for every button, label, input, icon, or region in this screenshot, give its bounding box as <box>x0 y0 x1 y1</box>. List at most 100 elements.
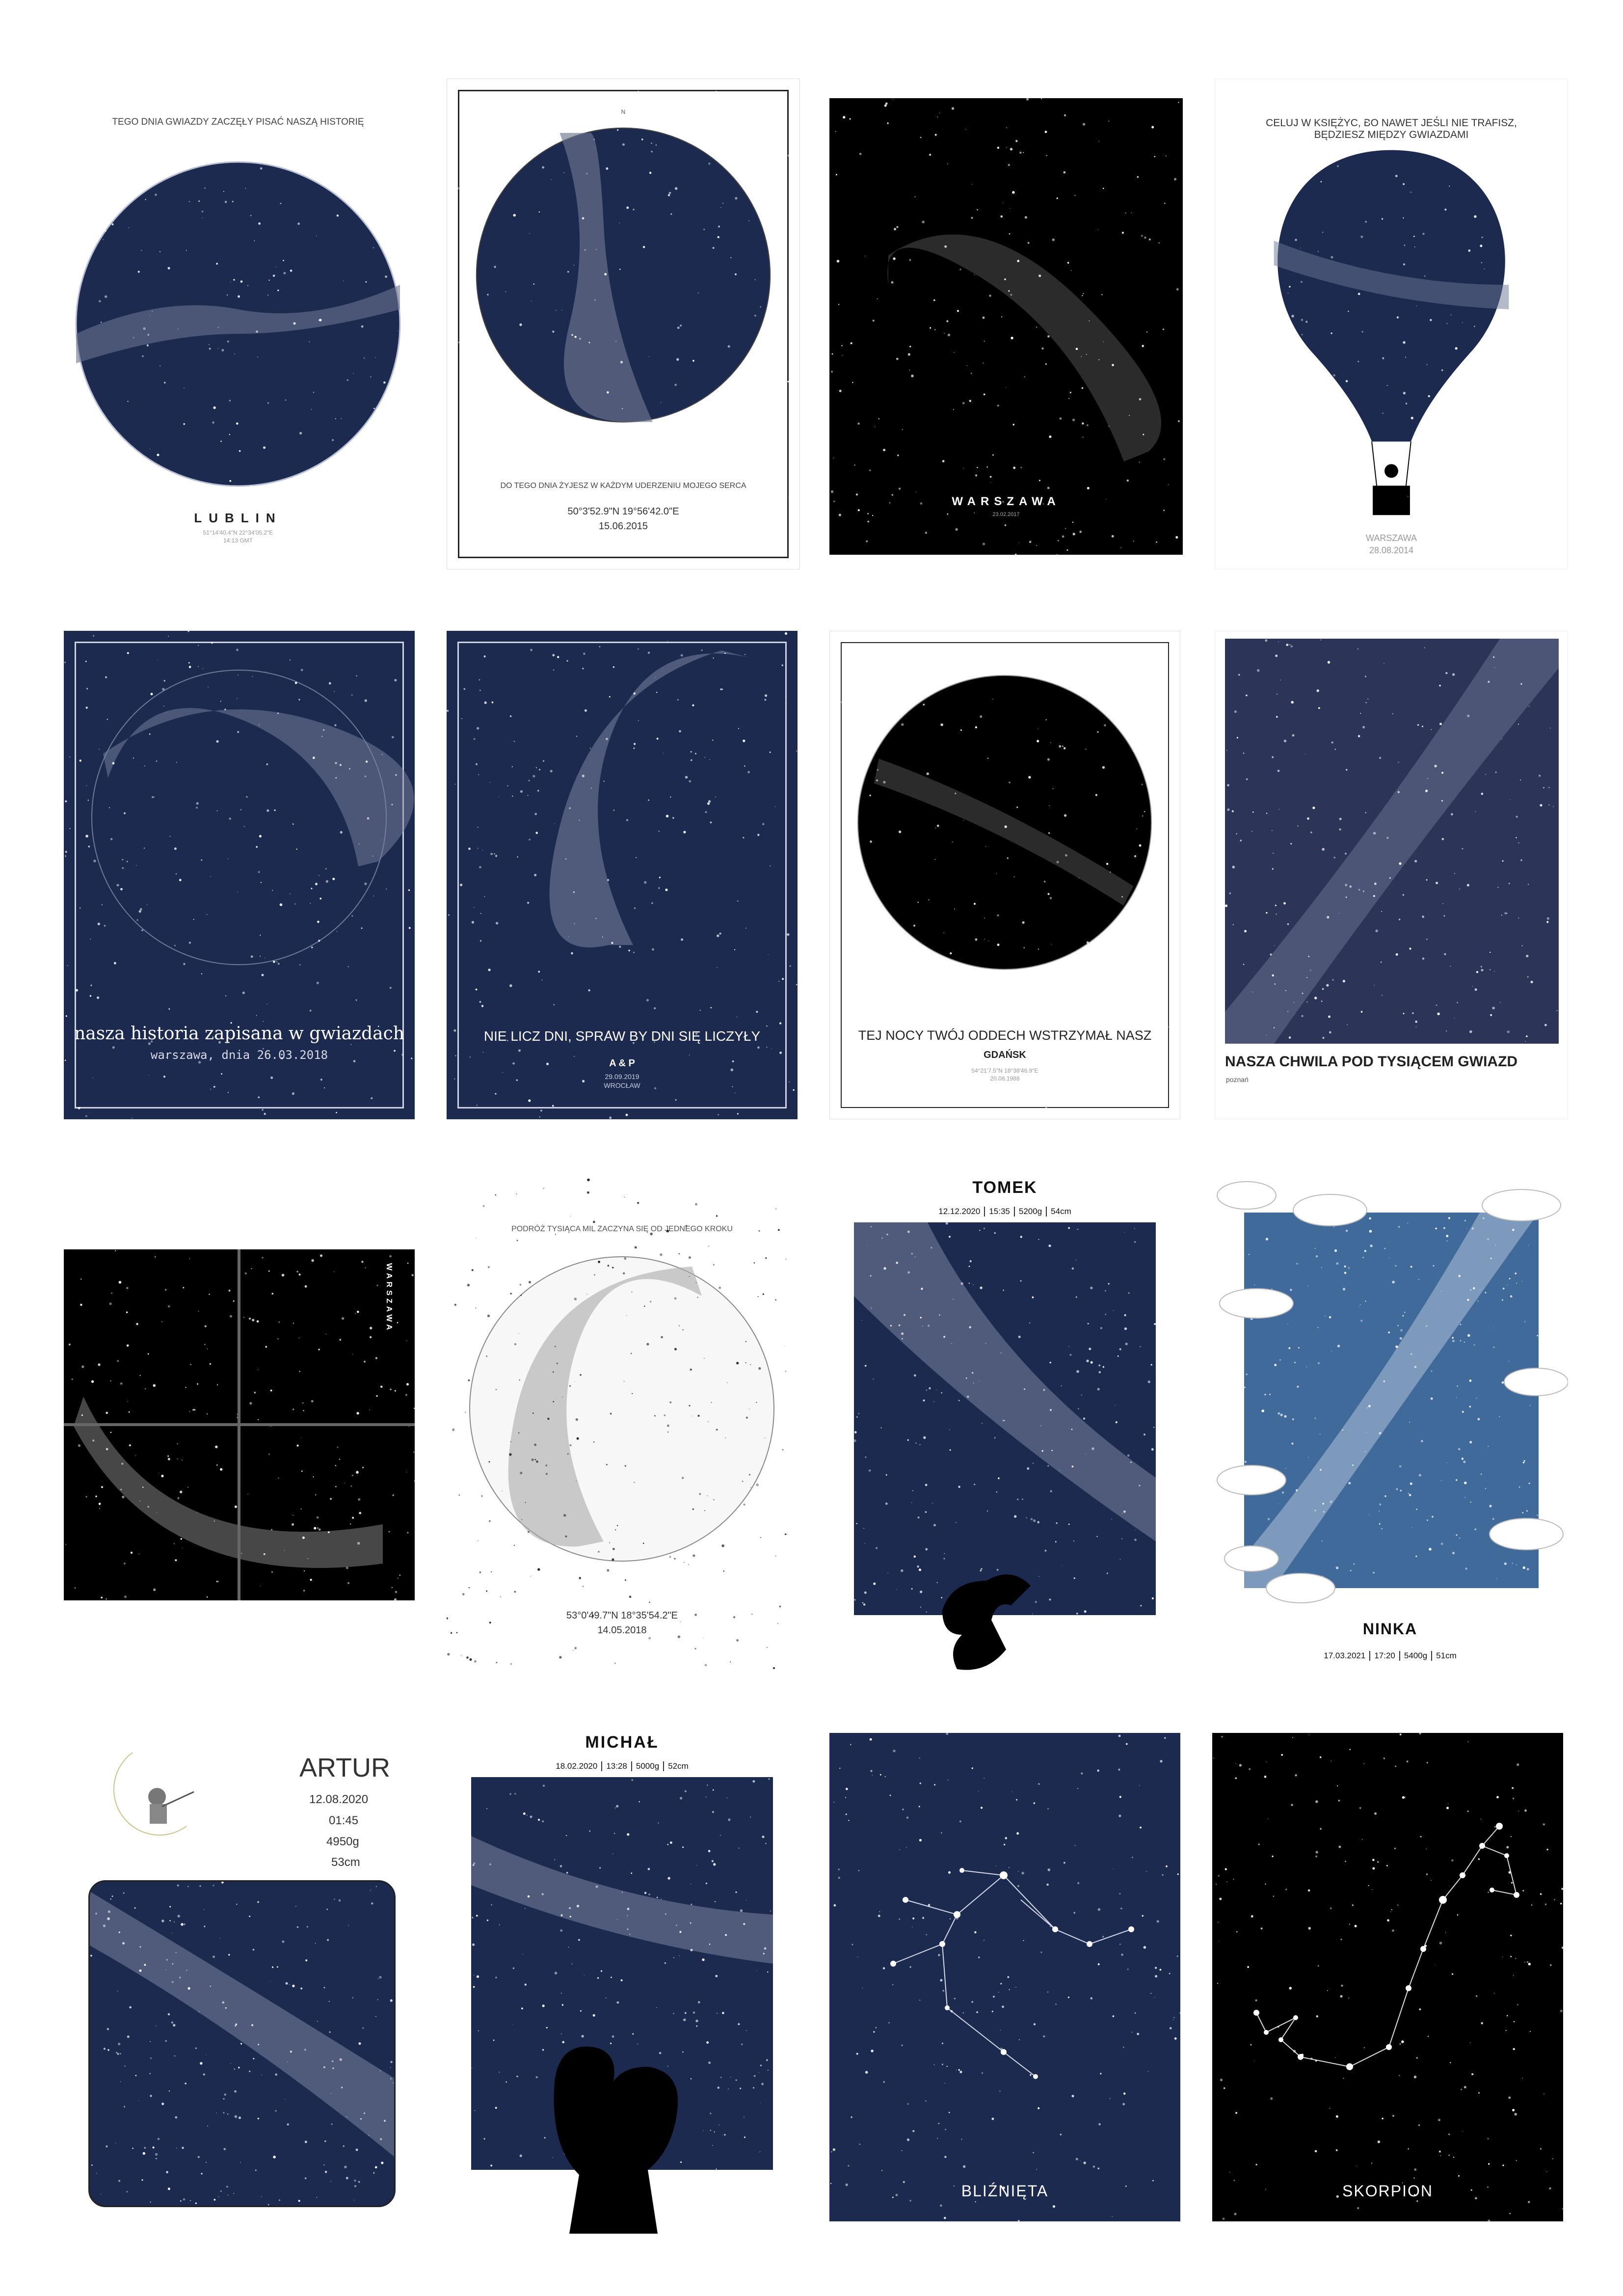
star-dot <box>1048 1070 1049 1071</box>
star-dot <box>298 699 300 701</box>
star-dot <box>639 1801 640 1803</box>
poster-poznan[interactable]: NASZA CHWILA POD TYSIĄCEM GWIAZD poznań <box>1215 631 1568 1119</box>
star-dot <box>540 1109 542 1112</box>
poster-balloon[interactable]: CELUJ W KSIĘŻYC, BO NAWET JEŚLI NIE TRAF… <box>1215 79 1568 569</box>
poster-krakow[interactable]: N DO TEGO DNIA ŻYJESZ W KAŻDYM UDERZENIU… <box>447 79 800 569</box>
birth-details: 12.12.2020 15:35 5200g 54cm <box>829 1207 1180 1216</box>
star-dot <box>982 1423 983 1424</box>
poster-michal[interactable]: MICHAŁ 18.02.2020 13:28 5000g 52cm <box>447 1733 798 2234</box>
star-dot <box>136 1323 138 1325</box>
star-dot <box>992 1996 995 1998</box>
star-dot <box>841 701 843 703</box>
star-dot <box>961 658 963 659</box>
star-dot <box>796 93 799 95</box>
star-dot <box>1522 1890 1524 1891</box>
star-dot <box>971 184 973 185</box>
star-dot <box>977 467 978 468</box>
star-dot <box>1381 1528 1383 1529</box>
star-dot <box>920 502 923 505</box>
star-dot <box>1121 896 1123 898</box>
star-dot <box>1342 1288 1346 1291</box>
star-dot <box>1384 522 1385 524</box>
star-dot <box>1061 1385 1062 1386</box>
star-dot <box>81 1365 84 1368</box>
star-dot <box>703 131 706 134</box>
star-dot <box>234 1505 237 1508</box>
star-dot <box>1508 883 1510 884</box>
star-dot <box>920 1606 921 1608</box>
star-dot <box>1525 243 1527 244</box>
star-dot <box>350 1044 352 1045</box>
star-dot <box>1349 885 1352 888</box>
star-dot <box>728 1818 731 1821</box>
poster-date: 28.08.2014 <box>1369 545 1414 555</box>
star-dot <box>139 1969 142 1972</box>
star-dot <box>1527 432 1530 435</box>
star-dot <box>889 1794 891 1796</box>
star-dot <box>1562 2208 1563 2210</box>
star-dot <box>479 1001 481 1003</box>
star-dot <box>881 1237 883 1239</box>
poster-artur[interactable]: ARTUR 12.08.2020 01:45 4950g 53cm <box>74 1733 398 2209</box>
star-dot <box>124 812 126 814</box>
star-dot <box>1313 523 1315 525</box>
star-dot <box>447 1617 448 1620</box>
star-dot <box>712 141 713 143</box>
star-dot <box>331 2060 334 2062</box>
poster-podroz[interactable]: PODRÓŻ TYSIĄCA MIL ZACZYNA SIĘ OD JEDNEG… <box>447 1178 798 1669</box>
star-dot <box>1085 749 1087 750</box>
star-dot <box>775 1555 776 1557</box>
star-dot <box>1516 129 1519 132</box>
star-dot <box>567 1453 569 1455</box>
star-dot <box>843 116 846 119</box>
star-dot <box>144 2147 146 2149</box>
star-dot <box>1457 465 1460 468</box>
star-dot <box>1265 521 1267 523</box>
poster-nasza-historia[interactable]: nasza historia zapisana w gwiazdach wars… <box>64 631 415 1119</box>
star-field <box>1225 639 1559 1044</box>
star-dot <box>1470 2189 1472 2191</box>
star-dot <box>530 648 532 651</box>
star-dot <box>161 1321 162 1323</box>
star-dot <box>710 821 712 824</box>
star-dot <box>1518 842 1519 843</box>
star-dot <box>1217 1983 1218 1984</box>
star-dot <box>1451 1973 1454 1975</box>
star-dot <box>1459 888 1461 890</box>
star-dot <box>488 171 490 173</box>
star-dot <box>221 349 224 351</box>
poster-warszawa[interactable]: WARSZAWA 23.02.2017 <box>829 98 1183 555</box>
star-dot <box>1041 1450 1044 1452</box>
star-dot <box>310 902 311 904</box>
star-dot <box>1127 1969 1129 1970</box>
poster-gdansk[interactable]: TEJ NOCY TWÓJ ODDECH WSTRZYMAŁ NASZ GDAŃ… <box>829 631 1180 1119</box>
star-dot <box>206 2161 207 2163</box>
star-dot <box>88 187 89 188</box>
poster-warszawa-grid[interactable]: WARSZAWA <box>64 1249 415 1600</box>
poster-nie-licz-dni[interactable]: NIE LICZ DNI, SPRAW BY DNI SIĘ LICZYŁY A… <box>447 631 798 1119</box>
poster-tomek[interactable]: TOMEK 12.12.2020 15:35 5200g 54cm <box>829 1173 1180 1674</box>
poster-city: WARSZAWA <box>384 1263 393 1333</box>
star-dot <box>875 2026 877 2028</box>
star-dot <box>1160 1760 1163 1763</box>
star-dot <box>708 800 711 803</box>
star-dot <box>271 1571 273 1573</box>
star-dot <box>137 270 140 273</box>
star-dot <box>1383 1380 1385 1382</box>
star-dot <box>1316 689 1319 692</box>
poster-ninka[interactable]: NINKA 17.03.2021 17:20 5400g 51cm <box>1212 1176 1568 1672</box>
star-dot <box>1244 1460 1247 1463</box>
star-dot <box>1331 741 1333 744</box>
poster-blizneta[interactable]: BLIŹNIĘTA <box>829 1733 1180 2221</box>
star-dot <box>1151 1597 1154 1599</box>
poster-skorpion[interactable]: SKORPION <box>1212 1733 1563 2221</box>
star-dot <box>1017 1498 1019 1500</box>
star-dot <box>1100 1327 1103 1329</box>
star-map-circle <box>830 631 1180 1119</box>
star-dot <box>330 2093 332 2094</box>
poster-lublin[interactable]: TEGO DNIA GWIAZDY ZACZĘŁY PISAĆ NASZĄ HI… <box>64 79 412 569</box>
star-dot <box>656 2007 657 2008</box>
star-dot <box>181 1459 183 1461</box>
star-dot <box>459 883 463 887</box>
star-dot <box>496 1662 498 1663</box>
